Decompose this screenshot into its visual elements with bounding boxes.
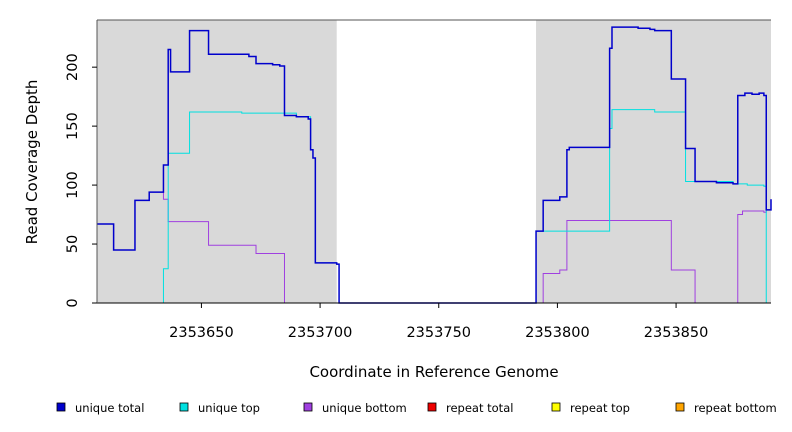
legend-label: repeat total (446, 401, 513, 415)
plot-background (97, 20, 771, 303)
legend-label: repeat bottom (694, 401, 777, 415)
legend-item-repeat-total: repeat total (427, 401, 513, 415)
legend-item-repeat-top: repeat top (551, 401, 630, 415)
legend-label: unique bottom (322, 401, 407, 415)
x-tick-label-2353750: 2353750 (406, 325, 471, 341)
legend-item-unique-total: unique total (56, 401, 144, 415)
legend-swatch (179, 402, 189, 412)
y-tick-label-200: 200 (65, 53, 81, 81)
legend-swatch (675, 402, 685, 412)
y-tick-label-50: 50 (65, 235, 81, 253)
legend-swatch (427, 402, 437, 412)
y-tick-label-100: 100 (65, 171, 81, 199)
legend-swatch (56, 402, 66, 412)
legend-label: unique total (75, 401, 144, 415)
x-tick-label-2353650: 2353650 (169, 325, 234, 341)
y-axis-title: Read Coverage Depth (23, 80, 41, 245)
x-tick-label-2353800: 2353800 (525, 325, 590, 341)
legend-swatch (551, 402, 561, 412)
x-tick-label-2353700: 2353700 (288, 325, 353, 341)
legend-label: unique top (198, 401, 260, 415)
x-axis-title: Coordinate in Reference Genome (309, 363, 558, 381)
shaded-region-2 (536, 20, 771, 303)
legend-swatch (303, 402, 313, 412)
legend-item-unique-bottom: unique bottom (303, 401, 407, 415)
legend-item-repeat-bottom: repeat bottom (675, 401, 777, 415)
legend: unique total unique top unique bottom repea… (56, 401, 777, 415)
shaded-region-1 (97, 20, 337, 303)
y-tick-label-0: 0 (65, 298, 81, 307)
series-line-unique-total (97, 26, 772, 304)
legend-item-unique-top: unique top (179, 401, 260, 415)
legend-label: repeat top (570, 401, 630, 415)
y-tick-label-150: 150 (65, 112, 81, 140)
axes: 0 50 100 150 200 2353650 2353700 2353750 2353800… (65, 19, 771, 341)
x-tick-label-2353850: 2353850 (644, 325, 709, 341)
